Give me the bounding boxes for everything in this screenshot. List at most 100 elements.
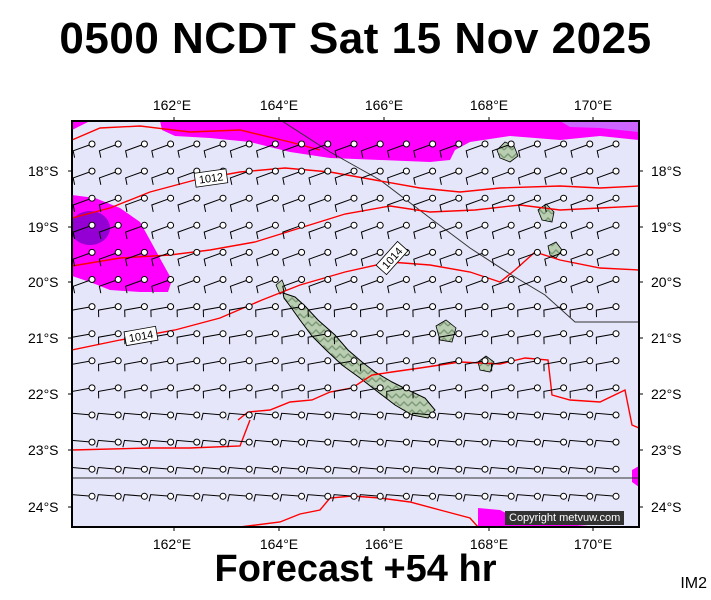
wind-station xyxy=(193,303,201,311)
wind-barb xyxy=(227,466,250,475)
wind-station xyxy=(114,194,122,202)
wind-station xyxy=(271,438,279,446)
wind-barb xyxy=(413,197,433,212)
wind-barb xyxy=(97,387,119,399)
wind-barb xyxy=(387,143,407,158)
wind-station xyxy=(245,384,253,392)
wind-station xyxy=(140,465,148,473)
lon-label-bottom-168: 168°E xyxy=(469,536,509,552)
wind-barb xyxy=(490,333,512,345)
wind-barb xyxy=(541,439,564,448)
wind-barb xyxy=(570,224,590,240)
wind-barb xyxy=(567,494,590,502)
wind-station xyxy=(114,438,122,446)
wind-station xyxy=(586,276,594,283)
wind-barb xyxy=(384,494,407,502)
wind-barb xyxy=(256,251,276,267)
wind-station xyxy=(586,167,594,175)
wind-barb xyxy=(72,197,93,212)
wind-barb xyxy=(308,279,328,294)
wind-station xyxy=(88,303,96,311)
wind-barb xyxy=(279,412,302,421)
wind-station xyxy=(193,465,201,473)
wind-barb xyxy=(412,306,433,318)
wind-barb xyxy=(201,412,224,421)
lon-label-top-170: 170°E xyxy=(573,97,613,113)
wind-station xyxy=(350,167,358,175)
wind-station xyxy=(507,303,515,311)
wind-barb xyxy=(438,360,459,372)
wind-barb xyxy=(202,387,224,399)
wind-barb xyxy=(72,439,93,444)
lat-label-left-21: 21°S xyxy=(28,330,59,346)
wind-station xyxy=(140,303,148,311)
wind-barb xyxy=(464,360,486,372)
wind-barb xyxy=(174,439,197,448)
wind-station xyxy=(586,303,594,311)
wind-station xyxy=(402,276,410,283)
lon-label-bottom-162: 162°E xyxy=(152,536,192,552)
wind-station xyxy=(140,248,148,256)
wind-station xyxy=(219,194,227,202)
forecast-label: Forecast +54 hr xyxy=(214,548,497,590)
wind-station xyxy=(533,384,541,392)
wind-station xyxy=(298,276,306,283)
wind-station xyxy=(324,194,332,202)
wind-station xyxy=(612,221,620,229)
wind-barb xyxy=(177,251,197,267)
wind-station xyxy=(167,248,175,256)
wind-barb xyxy=(334,224,355,240)
wind-station xyxy=(114,276,122,283)
map-frame xyxy=(71,120,640,528)
wind-barb xyxy=(150,360,171,372)
wind-station xyxy=(507,276,515,283)
wind-station xyxy=(507,248,515,256)
wind-barb xyxy=(569,333,590,345)
wind-station xyxy=(167,357,175,365)
wind-barb xyxy=(151,197,171,212)
lon-label-top-162: 162°E xyxy=(152,97,192,113)
wind-barb xyxy=(334,143,355,158)
wind-barb xyxy=(359,360,381,372)
wind-station xyxy=(271,167,279,175)
wind-barb xyxy=(518,224,538,240)
image-code: IM2 xyxy=(680,575,707,592)
wind-barb xyxy=(360,170,381,185)
wind-barb xyxy=(228,387,250,399)
wind-station xyxy=(324,384,332,392)
wind-barb xyxy=(97,306,119,318)
wind-barb xyxy=(98,170,119,185)
wind-station xyxy=(481,167,489,175)
wind-barb xyxy=(176,333,197,345)
wind-station xyxy=(481,438,489,446)
wind-station xyxy=(88,330,96,338)
wind-barb xyxy=(308,251,328,267)
wind-barb xyxy=(464,306,486,318)
wind-barb xyxy=(229,279,250,294)
wind-station xyxy=(586,248,594,256)
wind-station xyxy=(429,167,437,175)
wind-barb xyxy=(518,170,538,185)
wind-station xyxy=(533,303,541,311)
wind-barb xyxy=(177,143,197,158)
wind-barb xyxy=(229,170,250,185)
wind-station xyxy=(271,248,279,256)
wind-station xyxy=(298,330,306,338)
wind-barb xyxy=(124,387,145,399)
wind-barb xyxy=(151,143,171,158)
wind-station xyxy=(350,411,358,419)
lon-label-top-168: 168°E xyxy=(469,97,509,113)
wind-barb xyxy=(594,466,617,475)
wind-station xyxy=(298,140,306,148)
wind-barb xyxy=(413,143,433,158)
wind-barb xyxy=(384,439,407,448)
wind-station xyxy=(612,330,620,338)
wind-barb xyxy=(228,306,250,318)
wind-barb xyxy=(517,387,538,399)
wind-barb xyxy=(279,439,302,448)
wind-station xyxy=(455,248,463,256)
wind-barb xyxy=(282,251,302,267)
wind-station xyxy=(193,357,201,365)
wind-station xyxy=(193,492,201,500)
